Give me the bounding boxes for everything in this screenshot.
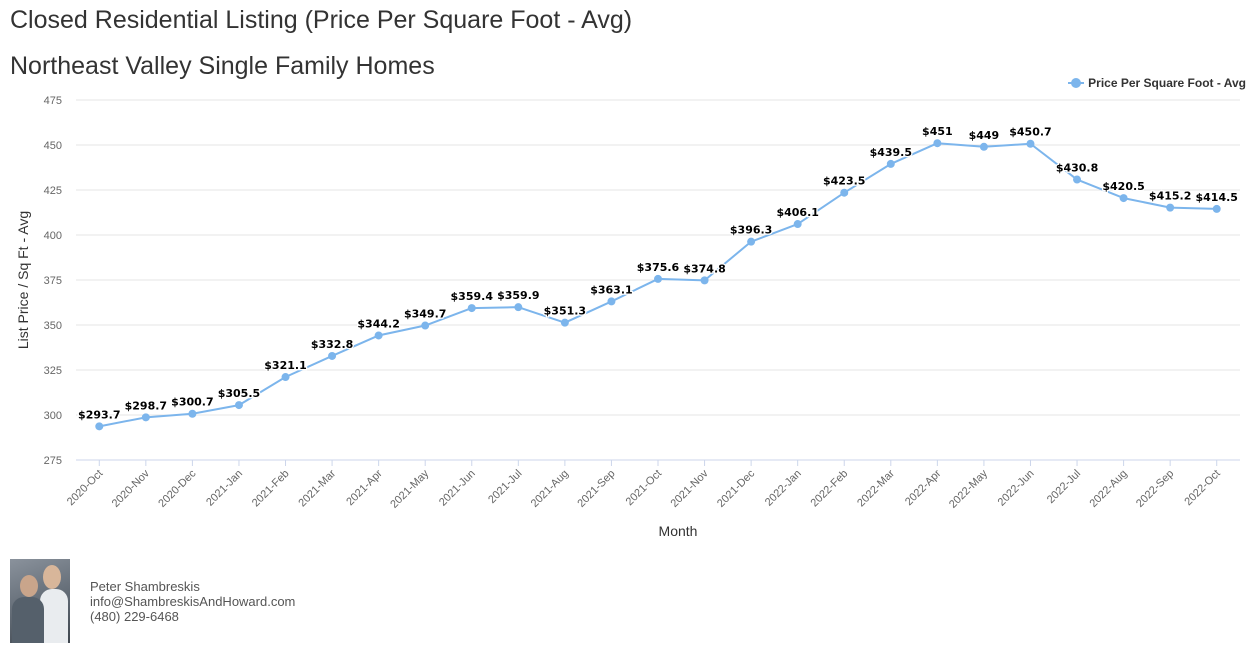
x-tick-label: 2020-Oct	[65, 468, 105, 508]
data-label: $349.7	[404, 308, 446, 321]
data-point	[840, 188, 849, 197]
data-point	[886, 159, 895, 168]
x-tick-label: 2020-Nov	[110, 467, 153, 510]
data-label: $374.8	[683, 262, 725, 275]
legend-item[interactable]: Price Per Square Foot - Avg	[1068, 76, 1246, 90]
x-tick-label: 2022-May	[947, 467, 990, 510]
data-point	[188, 409, 197, 418]
data-point	[1166, 203, 1175, 212]
data-label: $351.3	[544, 305, 586, 318]
data-label: $363.1	[590, 283, 632, 296]
y-tick-label: 350	[44, 320, 62, 332]
x-tick-label: 2021-Jun	[437, 468, 478, 509]
data-label: $298.7	[125, 399, 167, 412]
data-label: $414.5	[1195, 191, 1237, 204]
data-point	[141, 413, 150, 422]
data-point	[793, 220, 802, 229]
x-tick-label: 2020-Dec	[156, 467, 199, 510]
chart-subtitle: Northeast Valley Single Family Homes	[10, 52, 435, 80]
data-point	[1119, 194, 1128, 203]
x-tick-label: 2021-May	[388, 467, 431, 510]
y-tick-label: 425	[44, 185, 62, 197]
data-label: $375.6	[637, 261, 680, 274]
data-point	[1073, 175, 1082, 184]
x-tick-label: 2021-Feb	[250, 468, 292, 510]
series-line	[99, 142, 1217, 428]
x-tick-label: 2022-Jan	[763, 468, 804, 509]
data-point	[933, 139, 942, 148]
y-tick-label: 475	[44, 95, 62, 107]
x-tick-label: 2022-Jul	[1045, 468, 1083, 506]
data-point	[467, 304, 476, 313]
y-tick-label: 325	[44, 365, 62, 377]
data-label: $415.2	[1149, 190, 1191, 203]
agent-name: Peter Shambreskis	[90, 579, 200, 594]
data-label: $300.7	[171, 396, 213, 409]
agent-card: Peter Shambreskis info@ShambreskisAndHow…	[10, 559, 295, 643]
y-axis-title: List Price / Sq Ft - Avg	[15, 211, 31, 349]
x-tick-label: 2021-Mar	[296, 467, 338, 509]
data-label: $439.5	[870, 146, 912, 159]
data-label: $451	[922, 125, 953, 138]
x-tick-label: 2022-Jun	[996, 468, 1037, 509]
x-tick-label: 2021-Jul	[486, 468, 524, 506]
data-point	[374, 331, 383, 340]
data-label: $420.5	[1102, 180, 1144, 193]
data-point	[1026, 139, 1035, 148]
y-tick-label: 375	[44, 275, 62, 287]
y-tick-label: 300	[44, 410, 62, 422]
data-point	[234, 401, 243, 410]
data-point	[607, 297, 616, 306]
data-point	[1212, 204, 1221, 213]
data-label: $332.8	[311, 338, 353, 351]
x-tick-label: 2021-Dec	[715, 467, 758, 510]
agent-phone[interactable]: (480) 229-6468	[90, 609, 179, 624]
data-label: $359.9	[497, 289, 539, 302]
data-point	[421, 321, 430, 330]
data-point	[560, 318, 569, 327]
legend-label: Price Per Square Foot - Avg	[1088, 76, 1246, 90]
data-label: $449	[969, 129, 1000, 142]
x-tick-label: 2021-Sep	[575, 468, 617, 510]
data-point	[281, 373, 290, 382]
x-tick-label: 2022-Feb	[809, 468, 851, 510]
agent-photo	[10, 559, 70, 643]
data-point	[328, 351, 337, 360]
data-point	[979, 142, 988, 151]
data-label: $450.7	[1009, 126, 1051, 139]
chart-title: Closed Residential Listing (Price Per Sq…	[10, 6, 633, 34]
x-tick-label: 2021-Aug	[529, 468, 571, 510]
x-tick-label: 2021-Nov	[668, 467, 711, 510]
data-label: $359.4	[451, 290, 494, 303]
x-tick-label: 2022-Sep	[1134, 468, 1176, 510]
data-point	[95, 422, 104, 431]
y-tick-label: 400	[44, 230, 62, 242]
x-axis-title: Month	[659, 523, 698, 539]
data-label: $406.1	[776, 206, 818, 219]
data-point	[514, 303, 523, 312]
y-tick-label: 275	[44, 455, 62, 467]
x-tick-label: 2022-Aug	[1087, 468, 1129, 510]
x-tick-label: 2022-Apr	[903, 467, 944, 508]
data-point	[747, 237, 756, 246]
y-tick-label: 450	[44, 140, 62, 152]
x-tick-label: 2021-Jan	[204, 468, 245, 509]
data-label: $430.8	[1056, 162, 1098, 175]
x-tick-label: 2021-Oct	[624, 468, 664, 508]
data-label: $305.5	[218, 387, 260, 400]
data-point	[654, 274, 662, 283]
x-tick-label: 2022-Oct	[1182, 468, 1222, 508]
agent-email[interactable]: info@ShambreskisAndHoward.com	[90, 594, 296, 609]
agent-info: Peter Shambreskis info@ShambreskisAndHow…	[90, 579, 295, 643]
x-tick-label: 2021-Apr	[344, 467, 385, 508]
x-tick-label: 2022-Mar	[855, 467, 897, 509]
data-label: $423.5	[823, 175, 865, 188]
data-label: $396.3	[730, 224, 772, 237]
data-label: $321.1	[264, 359, 306, 372]
data-label: $293.7	[78, 408, 120, 421]
legend-marker-icon	[1068, 78, 1085, 88]
data-point	[700, 276, 709, 285]
data-label: $344.2	[357, 317, 399, 330]
